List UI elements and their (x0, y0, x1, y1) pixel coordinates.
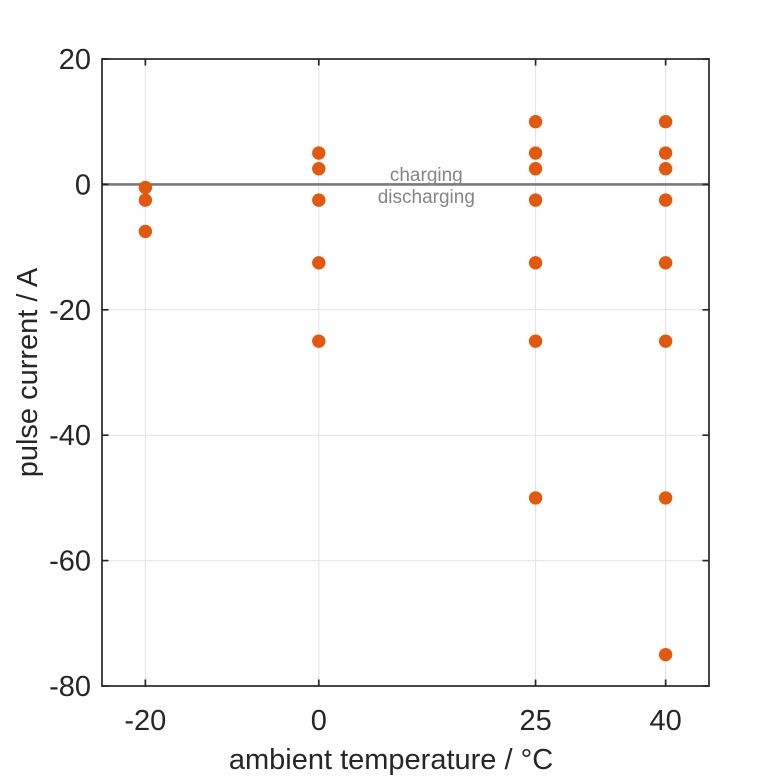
data-point (528, 146, 543, 160)
data-point (312, 334, 326, 348)
data-point (138, 180, 153, 195)
y-tick-label: 20 (59, 44, 91, 76)
y-tick-label: 0 (75, 169, 91, 201)
x-tick-label: 25 (519, 705, 551, 737)
data-point (658, 334, 673, 348)
data-point (138, 193, 153, 207)
x-tick-labels: -20 0 25 40 (124, 705, 681, 737)
x-tick-label: -20 (124, 705, 166, 737)
data-point (312, 162, 326, 176)
data-point (528, 193, 543, 207)
data-point (138, 224, 153, 239)
data-points (138, 115, 673, 662)
data-point (658, 115, 673, 129)
y-tick-labels: 20 0 -20 -40 -60 -80 (49, 44, 91, 703)
data-point (658, 647, 673, 662)
data-point (658, 162, 673, 176)
y-tick-label: -20 (49, 295, 91, 327)
data-point (312, 256, 326, 270)
data-point (658, 193, 673, 207)
data-point (658, 146, 673, 160)
data-point (658, 491, 673, 505)
x-axis-label: ambient temperature / °C (229, 744, 553, 776)
x-tick-label: 40 (650, 705, 682, 737)
axes-box (101, 58, 710, 687)
y-tick-label: -60 (49, 546, 91, 578)
y-axis-label: pulse current / A (12, 267, 44, 477)
data-point (312, 193, 326, 207)
data-point (312, 146, 326, 160)
data-point (528, 491, 543, 505)
grid-lines (102, 58, 709, 687)
tick-marks (102, 58, 709, 687)
y-tick-label: -40 (49, 420, 91, 452)
y-tick-label: -80 (49, 671, 91, 703)
data-point (658, 256, 673, 270)
data-point (528, 256, 543, 270)
data-point (528, 115, 543, 129)
data-point (528, 334, 543, 348)
data-point (528, 162, 543, 176)
charging-zone-label: charging (390, 165, 463, 186)
discharging-zone-label: discharging (378, 187, 475, 208)
x-tick-label: 0 (311, 705, 327, 737)
